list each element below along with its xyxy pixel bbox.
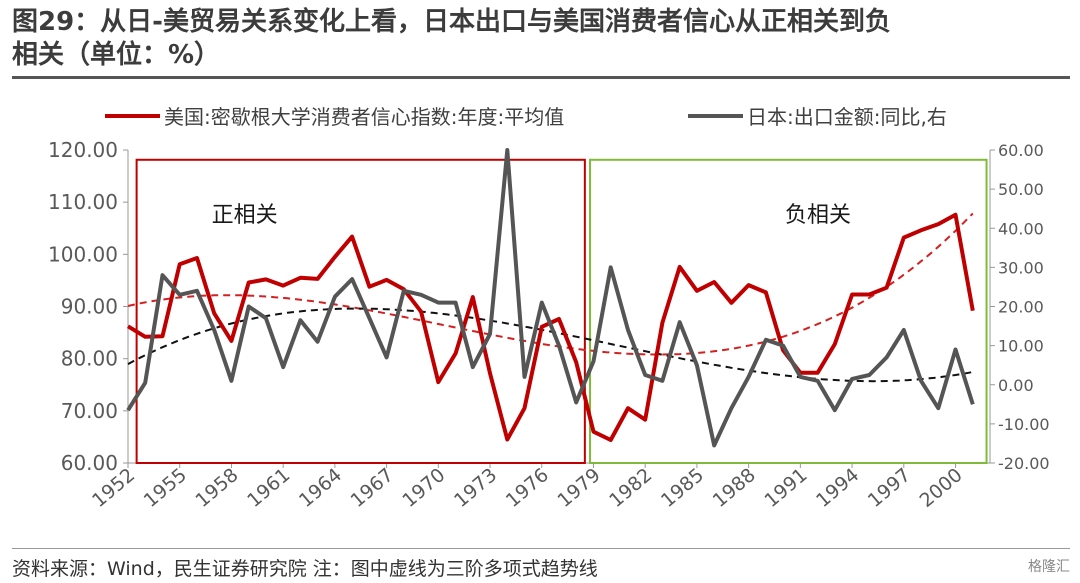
y-right-tick-label: 60.00 bbox=[998, 141, 1044, 160]
x-tick-label: 1997 bbox=[864, 464, 915, 512]
y-left-tick-label: 110.00 bbox=[48, 190, 118, 214]
trend-line-us-sentiment bbox=[127, 212, 974, 356]
x-tick-label: 1988 bbox=[709, 464, 760, 512]
title-line-2: 相关（单位：%） bbox=[12, 40, 221, 70]
annotation-box bbox=[589, 158, 988, 464]
chart: 美国:密歇根大学消费者信心指数:年度:平均值 日本:出口金额:同比,右 60.00… bbox=[48, 105, 1050, 512]
y-right-tick-label: 20.00 bbox=[998, 298, 1044, 317]
y-left-tick-label: 60.00 bbox=[61, 451, 118, 475]
title-divider bbox=[12, 76, 1070, 79]
page-title: 图29：从日-美贸易关系变化上看，日本出口与美国消费者信心从正相关到负 相关（单… bbox=[12, 6, 1072, 72]
y-right-tick-label: 30.00 bbox=[998, 258, 1044, 277]
x-tick-label: 1967 bbox=[347, 464, 398, 512]
x-tick-label: 2000 bbox=[916, 464, 967, 512]
footer-divider bbox=[12, 548, 1070, 549]
x-tick-label: 1982 bbox=[605, 464, 656, 512]
trend-line-japan-exports bbox=[127, 307, 973, 383]
x-tick-label: 1973 bbox=[450, 464, 501, 512]
y-right-tick-label: 10.00 bbox=[998, 337, 1044, 356]
trend-lines bbox=[127, 212, 974, 383]
y-right-tick-label: -10.00 bbox=[998, 415, 1050, 434]
source-note: 资料来源：Wind，民生证券研究院 注：图中虚线为三阶多项式趋势线 bbox=[12, 558, 598, 580]
y-left-tick-label: 100.00 bbox=[48, 242, 118, 266]
annotation-label: 负相关 bbox=[785, 203, 851, 228]
watermark: 格隆汇 bbox=[1028, 559, 1070, 575]
series-lines bbox=[126, 148, 975, 448]
x-tick-label: 1955 bbox=[140, 464, 191, 512]
y-right-tick-label: 0.00 bbox=[998, 376, 1034, 395]
title-line-1: 图29：从日-美贸易关系变化上看，日本出口与美国消费者信心从正相关到负 bbox=[12, 7, 891, 37]
x-tick-label: 1976 bbox=[502, 464, 553, 512]
x-tick-label: 1961 bbox=[243, 464, 294, 512]
x-tick-label: 1979 bbox=[554, 464, 605, 512]
annotation-box bbox=[135, 158, 586, 464]
x-tick-label: 1985 bbox=[657, 464, 708, 512]
y-right-tick-label: 50.00 bbox=[998, 180, 1044, 199]
x-tick-label: 1964 bbox=[295, 464, 346, 512]
annotation-label: 正相关 bbox=[212, 203, 278, 228]
y-left-tick-label: 80.00 bbox=[61, 347, 118, 371]
y-left-tick-label: 70.00 bbox=[61, 399, 118, 423]
x-tick-label: 1994 bbox=[812, 464, 863, 512]
legend: 美国:密歇根大学消费者信心指数:年度:平均值 日本:出口金额:同比,右 bbox=[105, 105, 947, 129]
x-tick-label: 1958 bbox=[191, 464, 242, 512]
y-right-tick-label: 40.00 bbox=[998, 219, 1044, 238]
legend-label-japan-exports: 日本:出口金额:同比,右 bbox=[747, 105, 947, 129]
x-tick-label: 1991 bbox=[760, 464, 811, 512]
annotations: 正相关 负相关 bbox=[135, 158, 988, 464]
series-line-japan-exports bbox=[126, 148, 975, 448]
y-right-tick-label: -20.00 bbox=[998, 454, 1050, 473]
y-left-tick-label: 90.00 bbox=[61, 295, 118, 319]
y-left-tick-label: 120.00 bbox=[48, 138, 118, 162]
x-tick-label: 1970 bbox=[398, 464, 449, 512]
legend-label-us-sentiment: 美国:密歇根大学消费者信心指数:年度:平均值 bbox=[164, 105, 564, 129]
